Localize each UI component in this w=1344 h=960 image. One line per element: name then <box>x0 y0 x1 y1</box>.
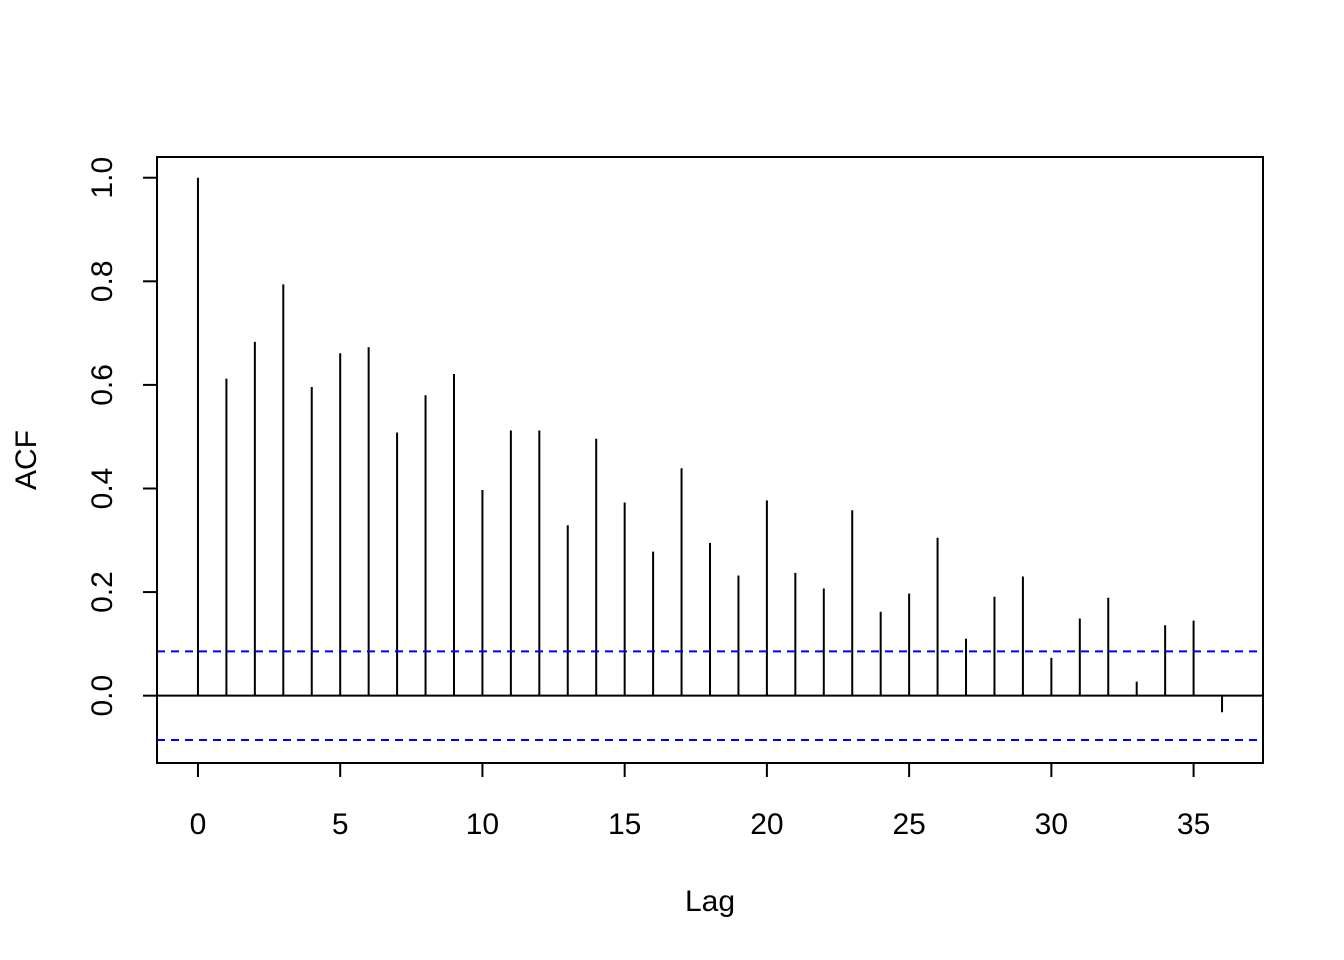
x-tick-label: 35 <box>1177 808 1210 841</box>
y-tick-label: 1.0 <box>86 157 119 199</box>
confidence-bounds <box>157 650 1263 741</box>
x-tick-label: 30 <box>1035 808 1068 841</box>
y-tick-label: 0.8 <box>86 260 119 302</box>
x-axis: 0 5 10 15 20 25 30 35 <box>190 762 1210 841</box>
y-tick-label: 0.0 <box>86 675 119 717</box>
x-tick-label: 0 <box>190 808 207 841</box>
y-axis-title: ACF <box>10 430 43 490</box>
acf-spikes <box>157 177 1263 713</box>
x-tick-label: 15 <box>608 808 641 841</box>
y-axis: 0.0 0.2 0.4 0.6 0.8 1.0 <box>86 157 158 717</box>
x-tick-label: 5 <box>332 808 349 841</box>
x-tick-label: 25 <box>892 808 925 841</box>
x-tick-label: 10 <box>466 808 499 841</box>
y-tick-label: 0.4 <box>86 468 119 510</box>
x-tick-label: 20 <box>750 808 783 841</box>
x-axis-title: Lag <box>685 885 735 918</box>
y-tick-label: 0.6 <box>86 364 119 406</box>
y-tick-label: 0.2 <box>86 571 119 613</box>
